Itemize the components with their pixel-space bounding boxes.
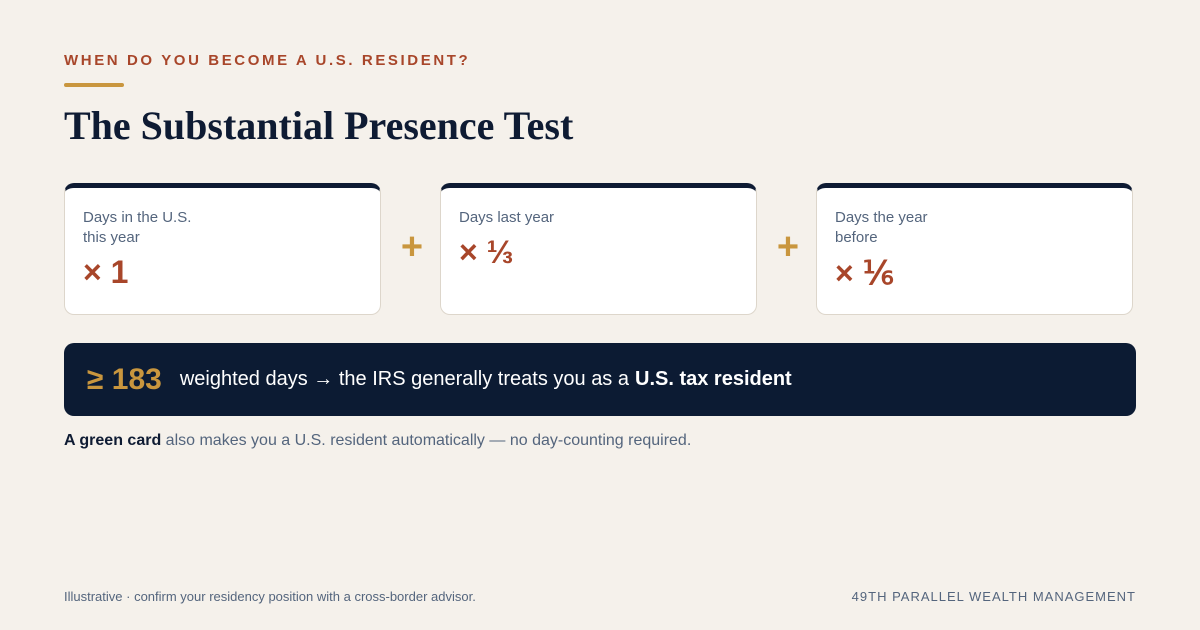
accent-rule — [64, 83, 124, 87]
banner: ≥ 183 weighted days → the IRS generally … — [64, 343, 1136, 416]
card-multiplier: × ⅙ — [835, 255, 894, 291]
card-multiplier: × 1 — [83, 254, 129, 290]
note: A green card also makes you a U.S. resid… — [64, 432, 691, 450]
disclaimer: Illustrative · confirm your residency po… — [64, 589, 476, 604]
card: Days last year × ⅓ — [440, 183, 757, 315]
card: Days in the U.S. this year × 1 — [64, 183, 381, 315]
note-emphasis: A green card — [64, 432, 162, 449]
note-text: also makes you a U.S. resident automatic… — [165, 432, 692, 449]
title: The Substantial Presence Test — [64, 103, 574, 148]
card-label: Days last year — [459, 209, 555, 226]
operator: + — [776, 226, 800, 268]
eyebrow: WHEN DO YOU BECOME A U.S. RESIDENT? — [64, 52, 471, 69]
operator: + — [400, 226, 424, 268]
card-label: Days in the U.S. this year — [83, 209, 192, 246]
banner-text: weighted days → the IRS generally treats… — [179, 368, 629, 390]
card-label: Days the year before — [835, 209, 928, 246]
banner-emphasis: U.S. tax resident — [635, 368, 792, 390]
brand: 49TH PARALLEL WEALTH MANAGEMENT — [851, 589, 1136, 604]
card-multiplier: × ⅓ — [459, 234, 514, 270]
threshold: ≥ 183 — [87, 362, 162, 396]
card: Days the year before × ⅙ — [816, 183, 1133, 315]
